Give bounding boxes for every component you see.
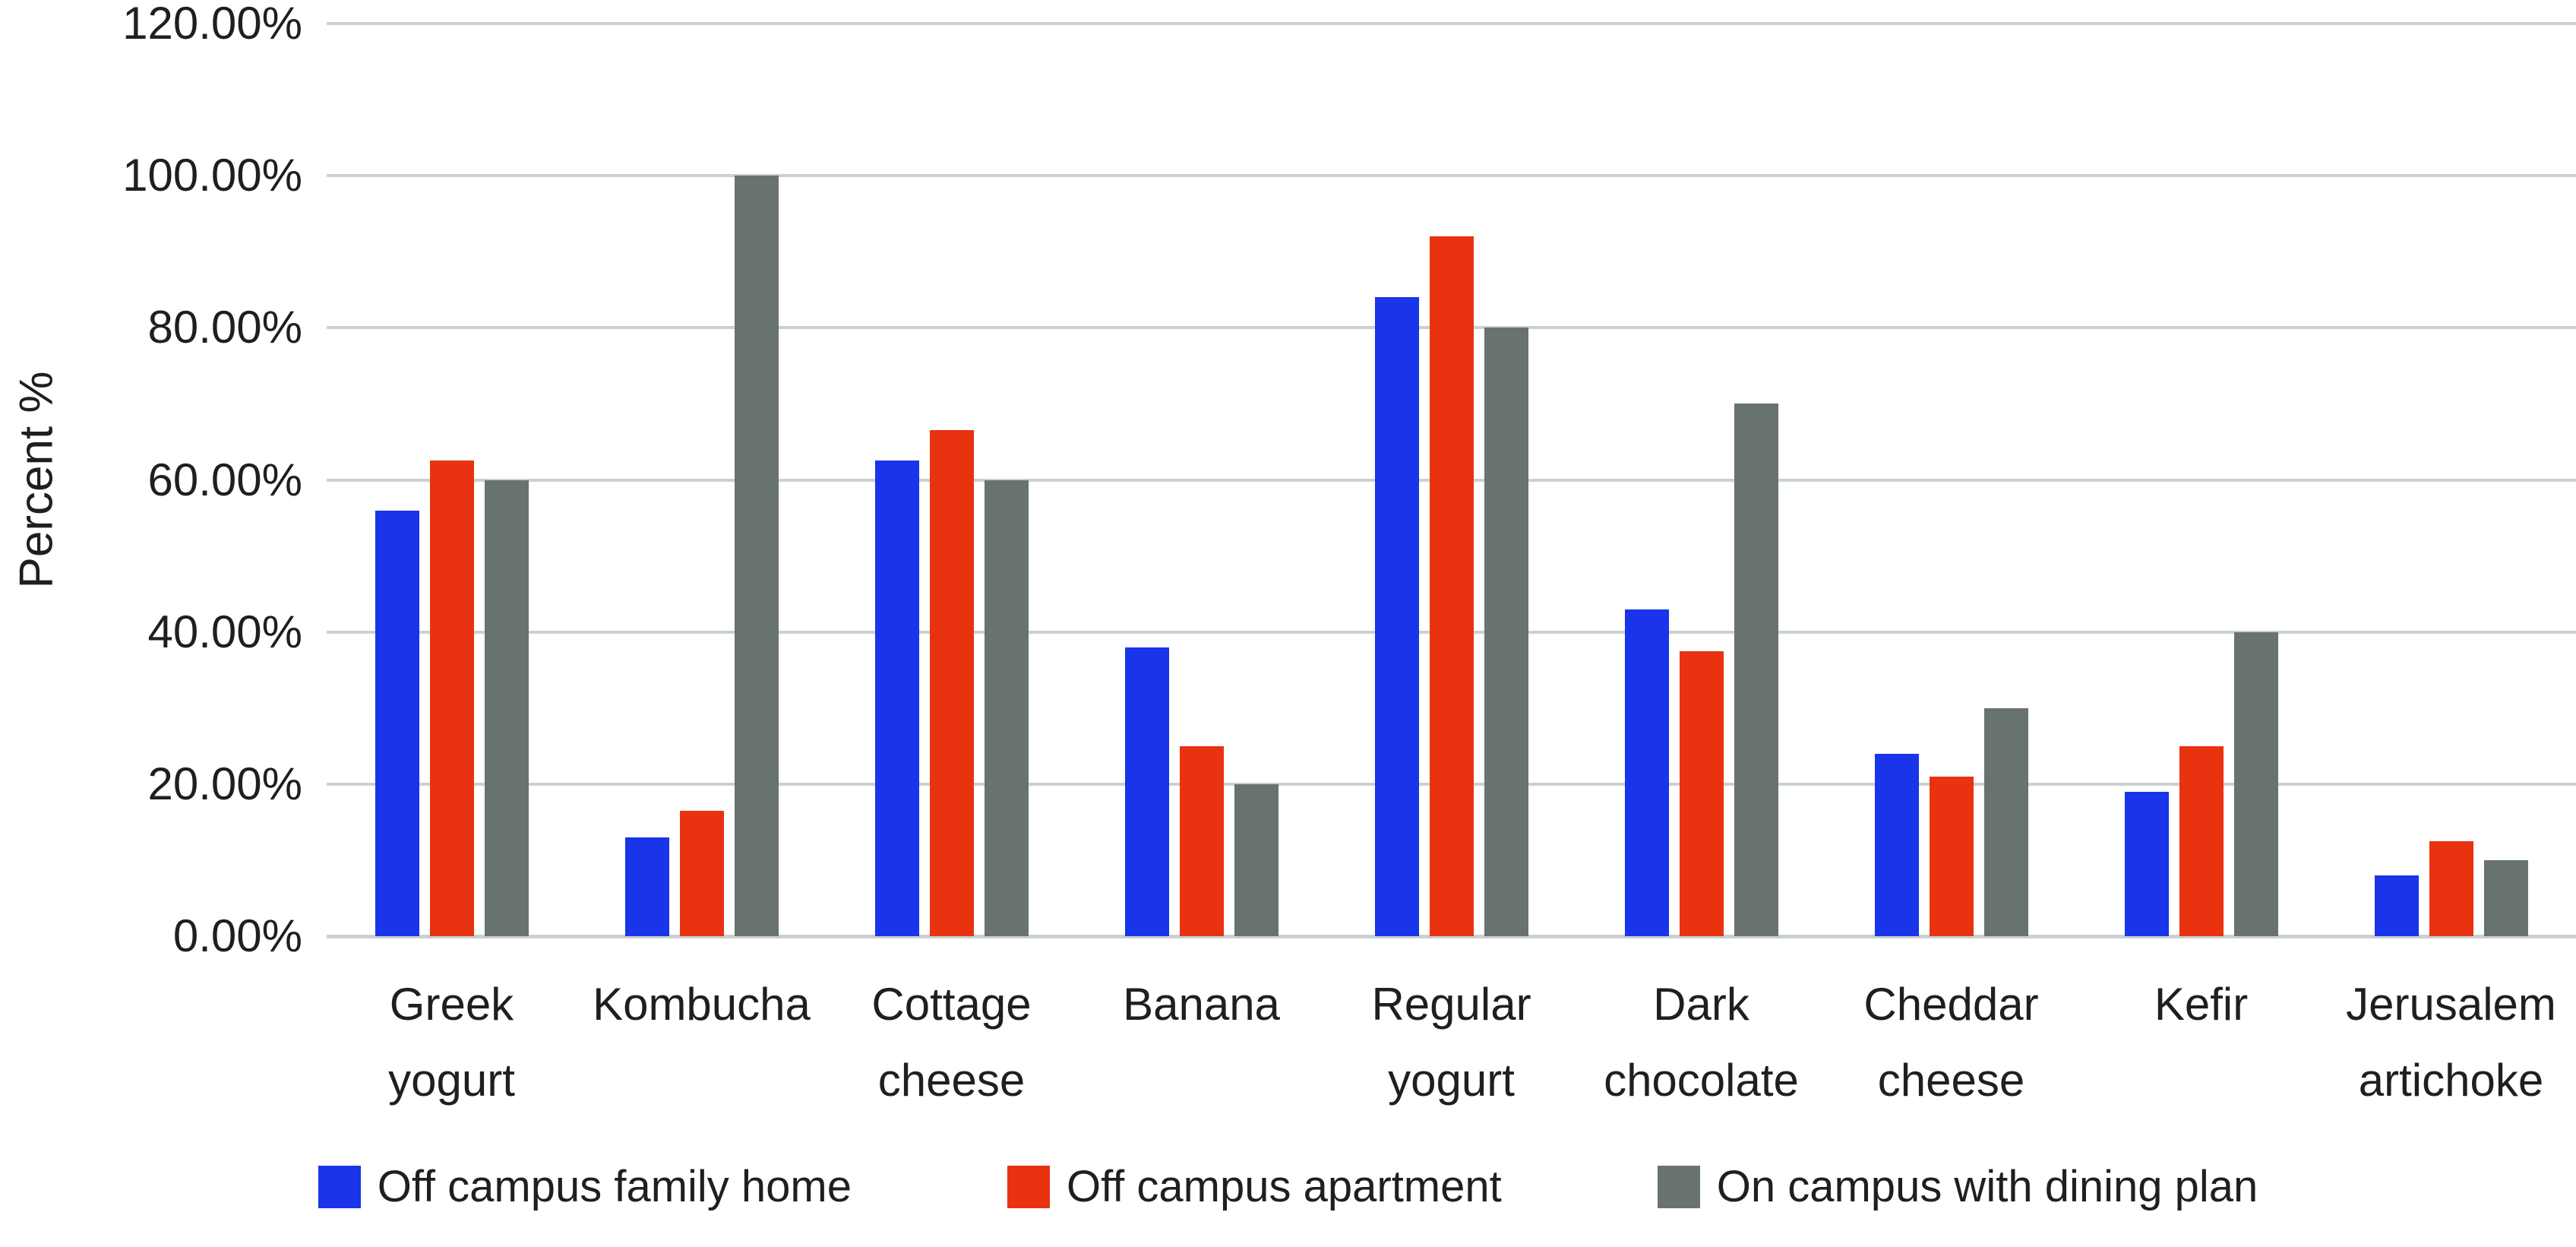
x-category-label: Cheddar cheese xyxy=(1863,979,2039,1106)
bar-on-campus-with-dining-plan xyxy=(1234,783,1279,936)
bar-off-campus-apartment xyxy=(1179,745,1224,936)
bar-group xyxy=(577,24,827,936)
bar-off-campus-apartment xyxy=(2429,840,2473,936)
bar-off-campus-family-home xyxy=(1374,297,1419,936)
legend-item: On campus with dining plan xyxy=(1657,1161,2258,1212)
x-category-label: Cottage cheese xyxy=(871,979,1032,1106)
bar-off-campus-apartment xyxy=(929,430,974,936)
bar-on-campus-with-dining-plan xyxy=(984,479,1029,936)
legend-swatch xyxy=(318,1165,361,1208)
x-category-label: Kefir xyxy=(2154,979,2249,1030)
bar-off-campus-apartment xyxy=(1679,650,1724,936)
bar-on-campus-with-dining-plan xyxy=(2233,631,2278,936)
x-category-label: Jerusalem artichoke xyxy=(2346,979,2556,1106)
y-tick-label: 20.00% xyxy=(147,758,303,809)
y-tick-label: 60.00% xyxy=(147,454,303,505)
x-category-label: Dark chocolate xyxy=(1604,979,1799,1106)
bar-off-campus-apartment xyxy=(2179,745,2224,936)
gridline xyxy=(327,174,2576,178)
bar-group xyxy=(1826,24,2076,936)
bar-off-campus-family-home xyxy=(2124,791,2169,936)
bar-on-campus-with-dining-plan xyxy=(1484,328,1528,936)
bar-group xyxy=(1326,24,1576,936)
legend-label: On campus with dining plan xyxy=(1716,1162,2258,1211)
legend-label: Off campus apartment xyxy=(1067,1162,1502,1211)
bar-on-campus-with-dining-plan xyxy=(1734,404,1778,936)
x-category-label: Regular yogurt xyxy=(1371,979,1531,1106)
bar-off-campus-family-home xyxy=(375,510,419,936)
y-tick-label: 120.00% xyxy=(122,0,302,49)
bar-group xyxy=(327,24,577,936)
y-tick-label: 40.00% xyxy=(147,606,303,657)
bar-off-campus-family-home xyxy=(1874,753,1919,936)
bar-on-campus-with-dining-plan xyxy=(734,176,779,936)
gridline xyxy=(327,935,2576,938)
gridline xyxy=(327,22,2576,25)
legend-swatch xyxy=(1657,1165,1700,1208)
bar-group xyxy=(827,24,1076,936)
x-category-label: Greek yogurt xyxy=(388,979,515,1106)
legend-item: Off campus apartment xyxy=(1007,1161,1502,1212)
bar-off-campus-family-home xyxy=(874,461,919,936)
bar-on-campus-with-dining-plan xyxy=(2483,859,2528,936)
bar-off-campus-apartment xyxy=(1429,236,1474,936)
bar-off-campus-family-home xyxy=(1624,609,1669,936)
bar-off-campus-family-home xyxy=(2374,875,2419,936)
bar-group xyxy=(1076,24,1326,936)
bar-group xyxy=(2326,24,2576,936)
bar-group xyxy=(1576,24,1826,936)
bar-off-campus-apartment xyxy=(679,810,724,936)
y-tick-label: 80.00% xyxy=(147,302,303,353)
x-category-label: Banana xyxy=(1123,979,1280,1030)
bar-off-campus-apartment xyxy=(429,461,474,936)
legend-swatch xyxy=(1007,1165,1050,1208)
legend-item: Off campus family home xyxy=(318,1161,852,1212)
y-tick-label: 100.00% xyxy=(122,150,302,201)
bar-group xyxy=(2076,24,2326,936)
legend-label: Off campus family home xyxy=(377,1162,852,1211)
bar-on-campus-with-dining-plan xyxy=(484,479,529,936)
y-tick-label: 0.00% xyxy=(172,910,302,961)
bar-off-campus-apartment xyxy=(1929,776,1974,936)
legend: Off campus family home Off campus apartme… xyxy=(0,1161,2576,1212)
bar-on-campus-with-dining-plan xyxy=(1983,707,2028,936)
bar-off-campus-family-home xyxy=(1124,647,1169,936)
x-category-label: Kombucha xyxy=(593,979,811,1030)
bar-off-campus-family-home xyxy=(624,837,669,936)
